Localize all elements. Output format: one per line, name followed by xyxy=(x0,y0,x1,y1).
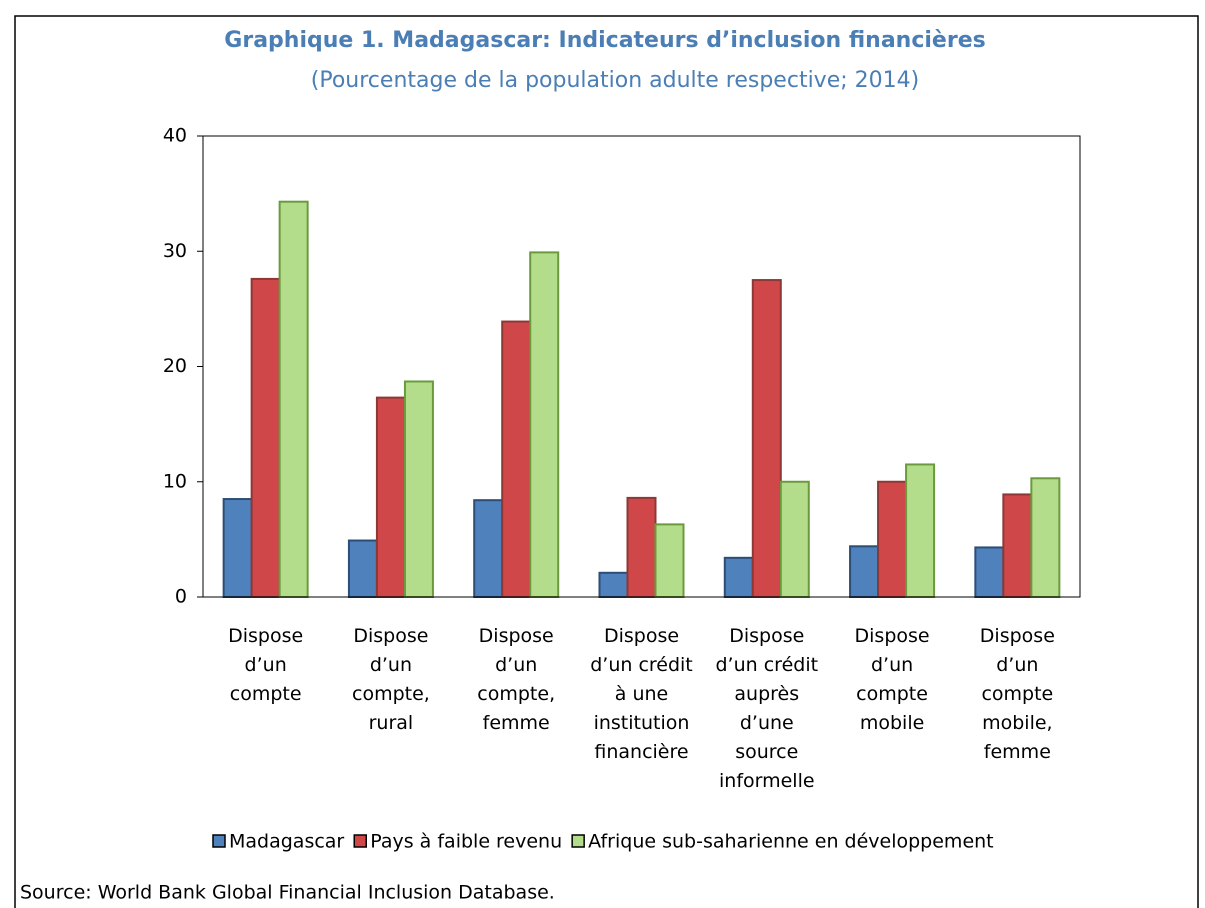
bar xyxy=(347,539,378,599)
legend-swatch xyxy=(212,834,226,848)
chart-subtitle: (Pourcentage de la population adulte res… xyxy=(311,68,919,93)
y-tick-label: 10 xyxy=(163,470,187,492)
x-tick-label: Dispose d’un compte, femme xyxy=(477,625,555,734)
bar xyxy=(278,200,309,598)
bar xyxy=(626,496,657,599)
y-tick-label: 0 xyxy=(175,586,187,608)
bar xyxy=(849,545,880,598)
x-tick-label: Dispose d’un crédit auprès d’une source infor… xyxy=(716,625,819,792)
frame xyxy=(14,15,1199,908)
x-tick-label: Dispose d’un compte xyxy=(228,625,303,705)
bar xyxy=(598,571,629,598)
bar xyxy=(222,498,253,599)
bar xyxy=(473,499,504,598)
bar xyxy=(501,320,532,598)
legend-swatch xyxy=(571,834,585,848)
legend-swatch xyxy=(353,834,367,848)
legend-label: Afrique sub-saharienne en développement xyxy=(588,831,993,853)
bar xyxy=(403,380,434,599)
x-tick-label: Dispose d’un compte mobile, femme xyxy=(980,625,1055,763)
bar xyxy=(779,480,810,598)
source-note: Source: World Bank Global Financial Incl… xyxy=(20,882,555,904)
bar xyxy=(654,523,685,599)
y-tick-label: 40 xyxy=(163,125,187,147)
bar xyxy=(723,556,754,599)
legend-label: Pays à faible revenu xyxy=(370,831,562,853)
bar xyxy=(905,463,936,598)
bar xyxy=(974,546,1005,599)
legend-label: Madagascar xyxy=(229,831,344,853)
bar xyxy=(751,279,782,598)
bar xyxy=(375,396,406,598)
y-tick-label: 20 xyxy=(163,355,187,377)
bar xyxy=(250,277,281,598)
bar xyxy=(1002,493,1033,598)
bar xyxy=(1030,477,1061,599)
bar xyxy=(877,480,908,598)
bar xyxy=(529,251,560,598)
chart-title: Graphique 1. Madagascar: Indicateurs d’i… xyxy=(224,28,985,53)
x-tick-label: Dispose d’un compte mobile xyxy=(855,625,930,734)
x-tick-label: Dispose d’un crédit à une institution financ… xyxy=(590,625,693,763)
y-tick-label: 30 xyxy=(163,240,187,262)
x-tick-label: Dispose d’un compte, rural xyxy=(352,625,430,734)
